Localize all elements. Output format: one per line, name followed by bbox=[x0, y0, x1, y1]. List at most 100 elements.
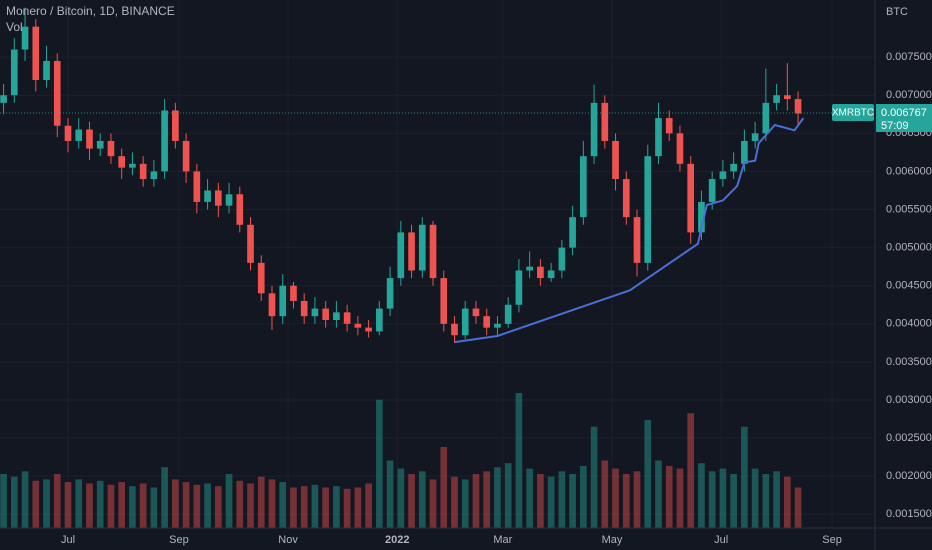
y-tick-label: 0.001500 bbox=[886, 508, 932, 520]
candle-body bbox=[204, 190, 211, 202]
volume-bar bbox=[290, 487, 297, 528]
volume-bar bbox=[300, 486, 308, 528]
candle-body bbox=[741, 140, 748, 164]
volume-bar bbox=[107, 484, 115, 528]
volume-bar bbox=[161, 467, 168, 528]
candle-body bbox=[622, 179, 630, 218]
candle-body bbox=[10, 49, 18, 96]
candle-body bbox=[472, 308, 480, 317]
candle-body bbox=[580, 156, 587, 218]
volume-bar bbox=[547, 476, 555, 528]
y-tick-label: 0.003500 bbox=[886, 356, 932, 368]
y-tick-label: 0.004000 bbox=[886, 318, 932, 330]
volume-bar bbox=[204, 483, 211, 528]
y-tick-label: 0.005500 bbox=[886, 203, 932, 215]
volume-bar bbox=[633, 471, 641, 528]
overlay-layer bbox=[0, 112, 875, 344]
candle-body bbox=[515, 270, 523, 305]
candle-body bbox=[386, 278, 394, 309]
chart-title: Monero / Bitcoin, 1D, BINANCE bbox=[6, 4, 175, 18]
candle-layer bbox=[0, 7, 802, 343]
volume-bar bbox=[311, 484, 319, 528]
candle-body bbox=[268, 293, 276, 317]
candle-body bbox=[182, 140, 190, 172]
x-tick-label: Jul bbox=[714, 534, 728, 546]
volume-bar bbox=[10, 476, 18, 528]
volume-bar bbox=[794, 487, 802, 528]
volume-bar bbox=[236, 480, 244, 528]
symbol-tag bbox=[832, 103, 874, 121]
candle-body bbox=[43, 60, 50, 80]
candle-body bbox=[655, 118, 662, 157]
volume-layer bbox=[0, 393, 802, 528]
volume-bar bbox=[96, 480, 104, 528]
x-tick-label: Sep bbox=[169, 534, 189, 546]
volume-label: Vol bbox=[6, 20, 23, 34]
volume-bar bbox=[279, 482, 287, 528]
volume-bar bbox=[397, 468, 405, 528]
volume-bar bbox=[268, 479, 276, 528]
candle-body bbox=[440, 278, 448, 324]
candle-body bbox=[376, 308, 383, 332]
x-tick-label: Mar bbox=[493, 534, 512, 546]
candle-body bbox=[96, 140, 104, 149]
last-price-label: 0.006767 bbox=[881, 107, 927, 119]
candle-body bbox=[483, 316, 491, 328]
candle-body bbox=[214, 190, 222, 206]
axes: 0.001500 0.002000 0.002500 0.003000 0.003500… bbox=[61, 51, 932, 546]
volume-bar bbox=[762, 474, 770, 528]
candle-body bbox=[547, 270, 555, 279]
volume-bar bbox=[569, 474, 576, 528]
volume-bar bbox=[118, 482, 126, 528]
candle-body bbox=[676, 133, 684, 164]
candle-body bbox=[451, 323, 458, 336]
axis-unit: BTC bbox=[886, 6, 908, 18]
candle-body bbox=[397, 232, 405, 279]
volume-bar bbox=[590, 426, 598, 528]
volume-bar bbox=[75, 479, 83, 528]
candle-body bbox=[32, 26, 40, 81]
candle-body bbox=[161, 110, 168, 172]
candle-body bbox=[783, 95, 791, 100]
volume-bar bbox=[225, 474, 233, 528]
volume-bar bbox=[418, 471, 426, 528]
volume-bar bbox=[504, 463, 512, 528]
volume-bar bbox=[386, 460, 394, 528]
volume-bar bbox=[783, 476, 791, 528]
candle-body bbox=[665, 118, 673, 134]
volume-bar bbox=[537, 474, 544, 528]
candle-body bbox=[590, 102, 598, 157]
candle-body bbox=[290, 285, 297, 301]
candle-body bbox=[429, 224, 437, 279]
candle-body bbox=[687, 163, 695, 233]
candle-body bbox=[129, 163, 136, 168]
volume-bar bbox=[86, 483, 93, 528]
candle-body bbox=[751, 133, 759, 141]
candle-body bbox=[172, 110, 179, 141]
volume-bar bbox=[708, 471, 716, 528]
volume-bar bbox=[139, 483, 147, 528]
candle-body bbox=[612, 140, 619, 180]
volume-bar bbox=[150, 487, 158, 528]
trend-line bbox=[454, 117, 805, 344]
y-tick-label: 0.002000 bbox=[886, 470, 932, 482]
volume-bar bbox=[622, 474, 630, 528]
volume-bar bbox=[751, 468, 759, 528]
candle-body bbox=[408, 232, 415, 271]
volume-bar bbox=[451, 476, 458, 528]
candle-body bbox=[247, 224, 254, 263]
candle-body bbox=[526, 266, 533, 271]
grid bbox=[0, 0, 875, 528]
volume-bar bbox=[214, 486, 222, 528]
x-tick-label: Nov bbox=[278, 534, 298, 546]
candle-body bbox=[354, 323, 362, 328]
volume-bar bbox=[322, 487, 329, 528]
y-tick-label: 0.005000 bbox=[886, 242, 932, 254]
candle-body bbox=[236, 194, 244, 225]
candle-body bbox=[139, 163, 147, 180]
candle-body bbox=[0, 95, 7, 103]
volume-bar bbox=[129, 486, 136, 528]
symbol-label: XMRBTC bbox=[832, 108, 874, 119]
volume-bar bbox=[580, 465, 587, 528]
